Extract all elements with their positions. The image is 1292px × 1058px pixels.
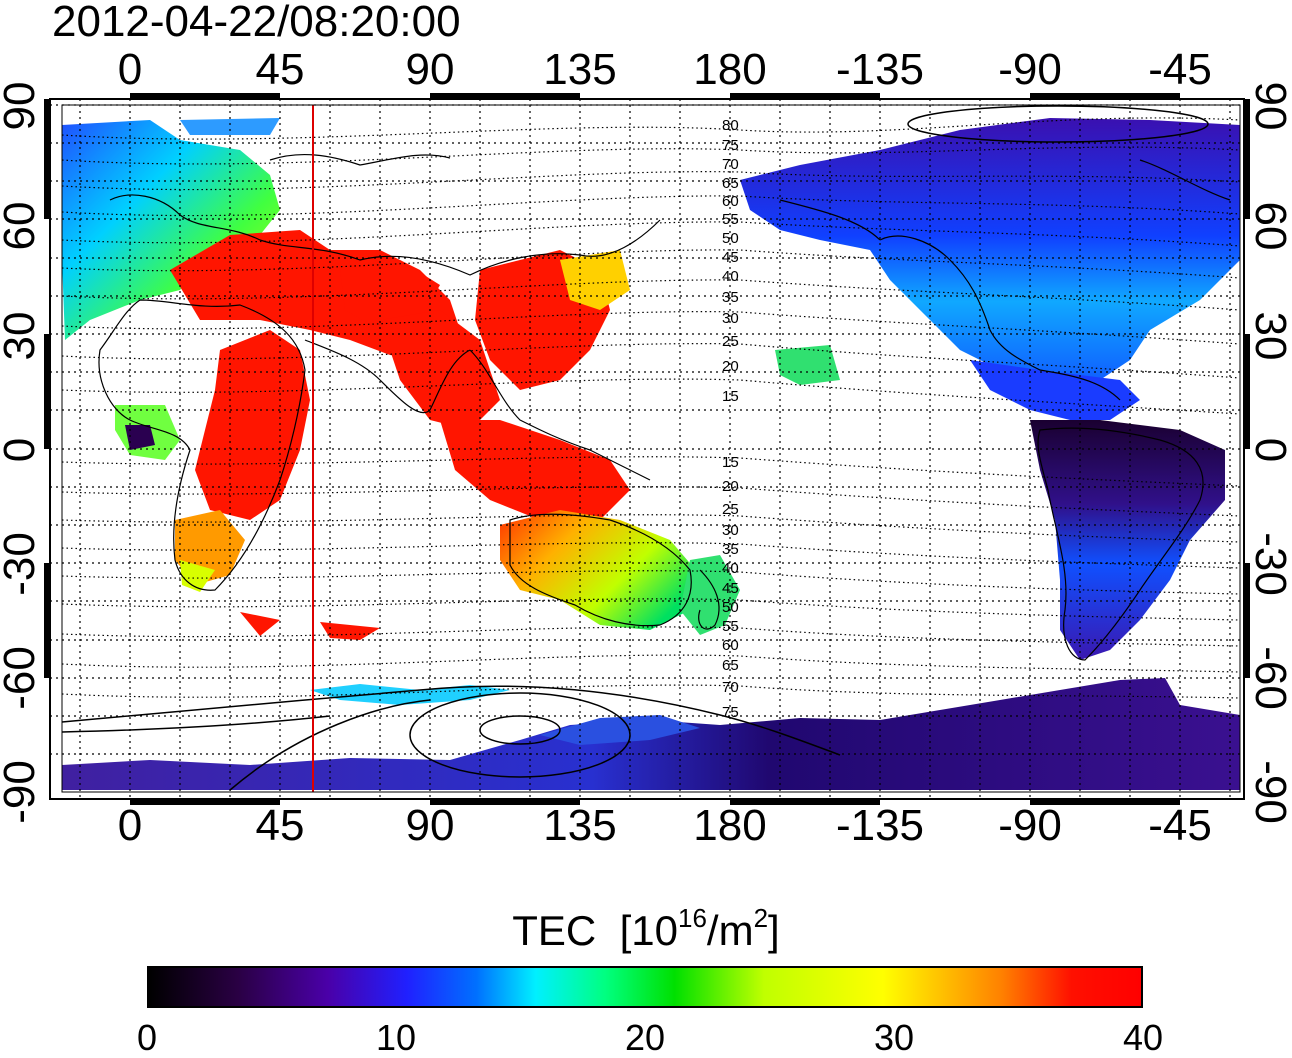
lon-tick-top: -135 <box>835 45 925 94</box>
contour-label: 65 <box>722 657 739 674</box>
lon-tick-bottom: 90 <box>405 801 455 850</box>
tec-patch-central-america <box>970 360 1140 420</box>
polar-contours <box>61 105 1209 791</box>
inner-frame <box>61 104 1241 793</box>
contour-label: 70 <box>722 156 739 173</box>
lon-tick-bottom: -90 <box>998 801 1062 850</box>
lon-tick-bottom: 135 <box>543 801 617 850</box>
lon-tick-bottom: -135 <box>835 801 925 850</box>
contour-label: 15 <box>722 454 739 471</box>
tec-patch-africa <box>195 330 310 520</box>
colorbar-unit-per-exp: 2 <box>753 903 769 933</box>
tec-patches <box>62 118 1240 790</box>
contour-label: 20 <box>722 358 739 375</box>
tec-patch-north-america <box>740 118 1240 380</box>
tec-patch-europe <box>62 120 280 340</box>
colorbar-title: TEC [1016/m2] <box>512 903 780 954</box>
contour-label: 60 <box>722 637 739 654</box>
contour-label: 45 <box>722 580 739 597</box>
tec-patch-east-asia-north <box>560 250 630 310</box>
contour-label: 75 <box>722 137 739 154</box>
contour-labels: 80 75 70 65 60 55 50 45 40 35 30 25 20 1… <box>722 117 739 721</box>
frame-scale-bars <box>44 93 1250 805</box>
tec-patch-new-zealand <box>680 555 740 635</box>
graticule <box>50 99 1244 799</box>
contour-label: 65 <box>722 175 739 192</box>
tec-patch-arctic <box>180 118 280 135</box>
lon-tick-top: 0 <box>117 45 143 94</box>
contour-label: 30 <box>722 310 739 327</box>
lon-tick-bottom: 45 <box>255 801 305 850</box>
lon-tick-top: 45 <box>255 45 305 94</box>
tec-patch-west-africa-core <box>125 425 155 450</box>
contour-label: 35 <box>722 289 739 306</box>
contour-label: 25 <box>722 501 739 518</box>
contour-label: 25 <box>722 333 739 350</box>
timestamp-title: 2012-04-22/08:20:00 <box>52 0 461 46</box>
lon-tick-top: 180 <box>693 45 767 94</box>
contour-label: 30 <box>722 522 739 539</box>
contour-label: 60 <box>722 193 739 210</box>
tec-patch-south-america <box>1030 420 1225 660</box>
tec-patch-central-asia <box>340 260 440 330</box>
colorbar-unit-base: 10 <box>631 907 678 954</box>
lon-tick-bottom: -45 <box>1148 801 1212 850</box>
contour-label: 40 <box>722 268 739 285</box>
contour-label: 80 <box>722 117 739 134</box>
contour-label: 15 <box>722 388 739 405</box>
contour-label: 20 <box>722 478 739 495</box>
colorbar-unit-exp: 16 <box>678 903 707 933</box>
contour-label: 75 <box>722 704 739 721</box>
lon-tick-top: 135 <box>543 45 617 94</box>
contour-label: 35 <box>722 541 739 558</box>
tec-patch-south-indian-ocean-2 <box>320 622 380 640</box>
lon-tick-bottom: 180 <box>693 801 767 850</box>
tec-patch-south-africa-tip <box>180 560 215 592</box>
tec-patch-pacific <box>775 345 840 385</box>
magnetic-contours <box>61 117 1241 699</box>
colorbar-title-text: TEC <box>512 907 597 954</box>
map-plot-area <box>50 99 1244 799</box>
contour-label: 50 <box>722 230 739 247</box>
colorbar-tick: 0 <box>136 1017 158 1058</box>
contour-label: 40 <box>722 560 739 577</box>
lon-tick-top: -45 <box>1148 45 1212 94</box>
colorbar-tick: 10 <box>375 1017 417 1058</box>
tec-patch-south-indian-ocean <box>240 612 280 636</box>
contour-label: 70 <box>722 679 739 696</box>
colorbar-tick: 40 <box>1122 1017 1164 1058</box>
contour-label: 55 <box>722 618 739 635</box>
colorbar-tick: 30 <box>873 1017 915 1058</box>
contour-label: 45 <box>722 249 739 266</box>
tec-patch-south-asia <box>380 310 500 430</box>
lon-tick-bottom: 0 <box>117 801 143 850</box>
tec-patch-australia <box>500 510 700 630</box>
contour-label: 50 <box>722 599 739 616</box>
coastlines <box>98 153 1231 661</box>
lon-tick-top: -90 <box>998 45 1062 94</box>
colorbar-unit-per: /m <box>706 907 754 954</box>
tec-patch-southeast-asia <box>440 420 630 520</box>
colorbar <box>147 966 1143 1008</box>
lon-tick-top: 90 <box>405 45 455 94</box>
tec-patch-antarctic-edge <box>540 715 700 745</box>
contour-label: 55 <box>722 211 739 228</box>
colorbar-tick: 20 <box>624 1017 666 1058</box>
